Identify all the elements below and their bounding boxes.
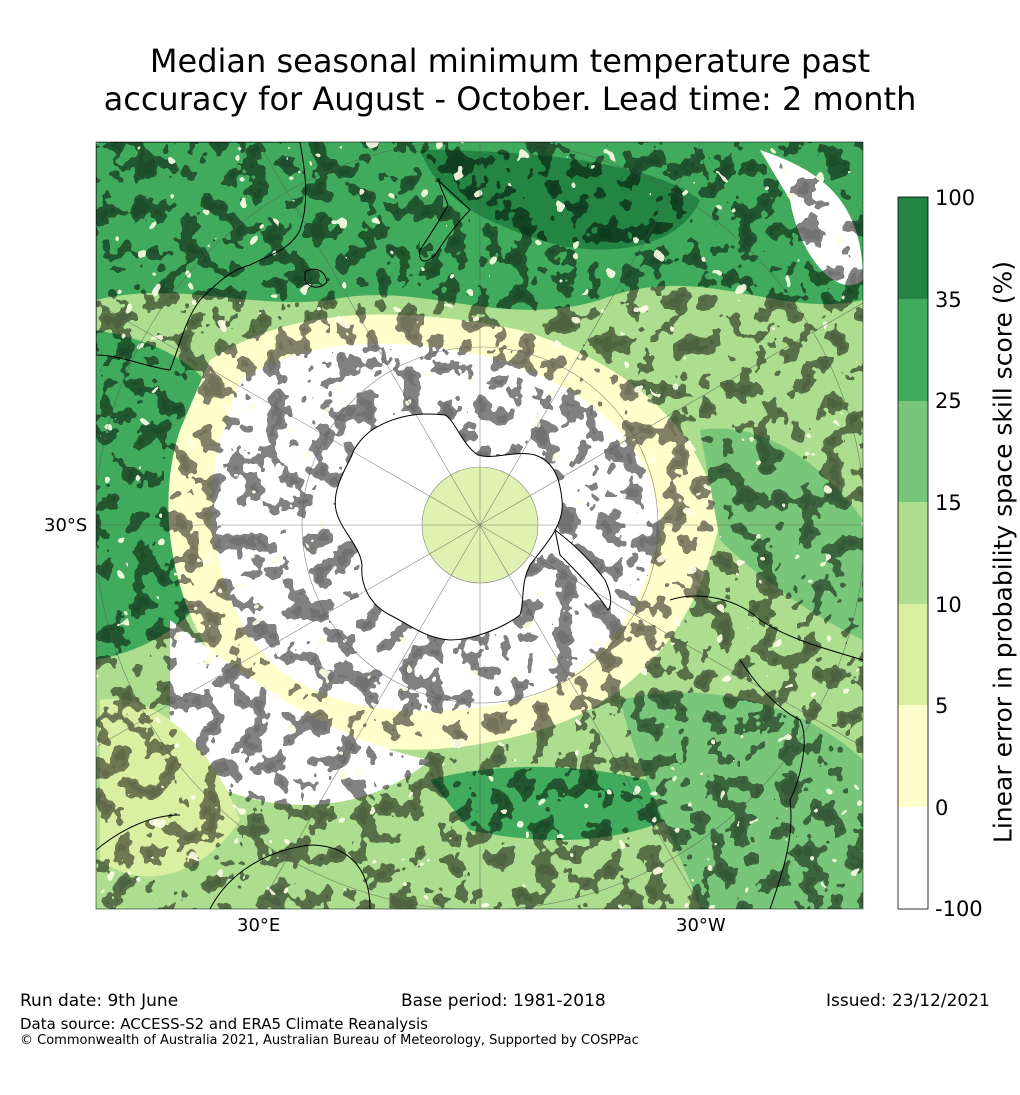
new-zealand-outline <box>419 179 471 262</box>
colorbar-tick: 10 <box>935 593 962 617</box>
colorbar-band-5-10 <box>898 604 928 705</box>
colorbar-tick: 35 <box>935 288 962 312</box>
antarctic-peninsula <box>554 528 612 611</box>
data-source: Data source: ACCESS-S2 and ERA5 Climate … <box>20 1015 428 1033</box>
chart-title-line-2: accuracy for August - October. Lead time… <box>103 80 917 118</box>
issued-date: Issued: 23/12/2021 <box>826 991 990 1011</box>
colorbar-tick: -100 <box>935 897 983 921</box>
colorbar-tick: 15 <box>935 491 962 515</box>
map-plot-area <box>96 142 863 909</box>
colorbar-tick: 0 <box>935 796 949 820</box>
south-america-outline <box>669 595 863 909</box>
colorbar-band-0-5 <box>898 705 928 807</box>
lat-label-30s: 30°S <box>44 515 88 536</box>
colorbar-band-25-35 <box>898 299 928 401</box>
australia-outline <box>96 142 307 371</box>
run-date: Run date: 9th June <box>20 991 179 1011</box>
colorbar-tick: 5 <box>935 694 949 718</box>
chart-title-line-1: Median seasonal minimum temperature past <box>149 42 871 80</box>
colorbar <box>897 196 929 910</box>
graticule <box>96 142 863 909</box>
lon-label-30e: 30°E <box>237 915 281 936</box>
copyright: © Commonwealth of Australia 2021, Austra… <box>20 1033 639 1048</box>
tasmania-outline <box>304 268 328 288</box>
colorbar-tick: 100 <box>935 186 976 210</box>
base-period: Base period: 1981-2018 <box>401 991 606 1011</box>
colorbar-band-35-100 <box>898 197 928 299</box>
colorbar-tick: 25 <box>935 389 962 413</box>
colorbar-band-15-25 <box>898 401 928 502</box>
lon-label-30w: 30°W <box>676 915 726 936</box>
colorbar-label: Linear error in probability space skill … <box>988 260 1018 844</box>
colorbar-frame <box>897 196 929 910</box>
map-border <box>95 141 864 910</box>
colorbar-band-10-15 <box>898 502 928 604</box>
colorbar-band-minus100-0 <box>898 807 928 909</box>
africa-outline <box>96 814 371 909</box>
